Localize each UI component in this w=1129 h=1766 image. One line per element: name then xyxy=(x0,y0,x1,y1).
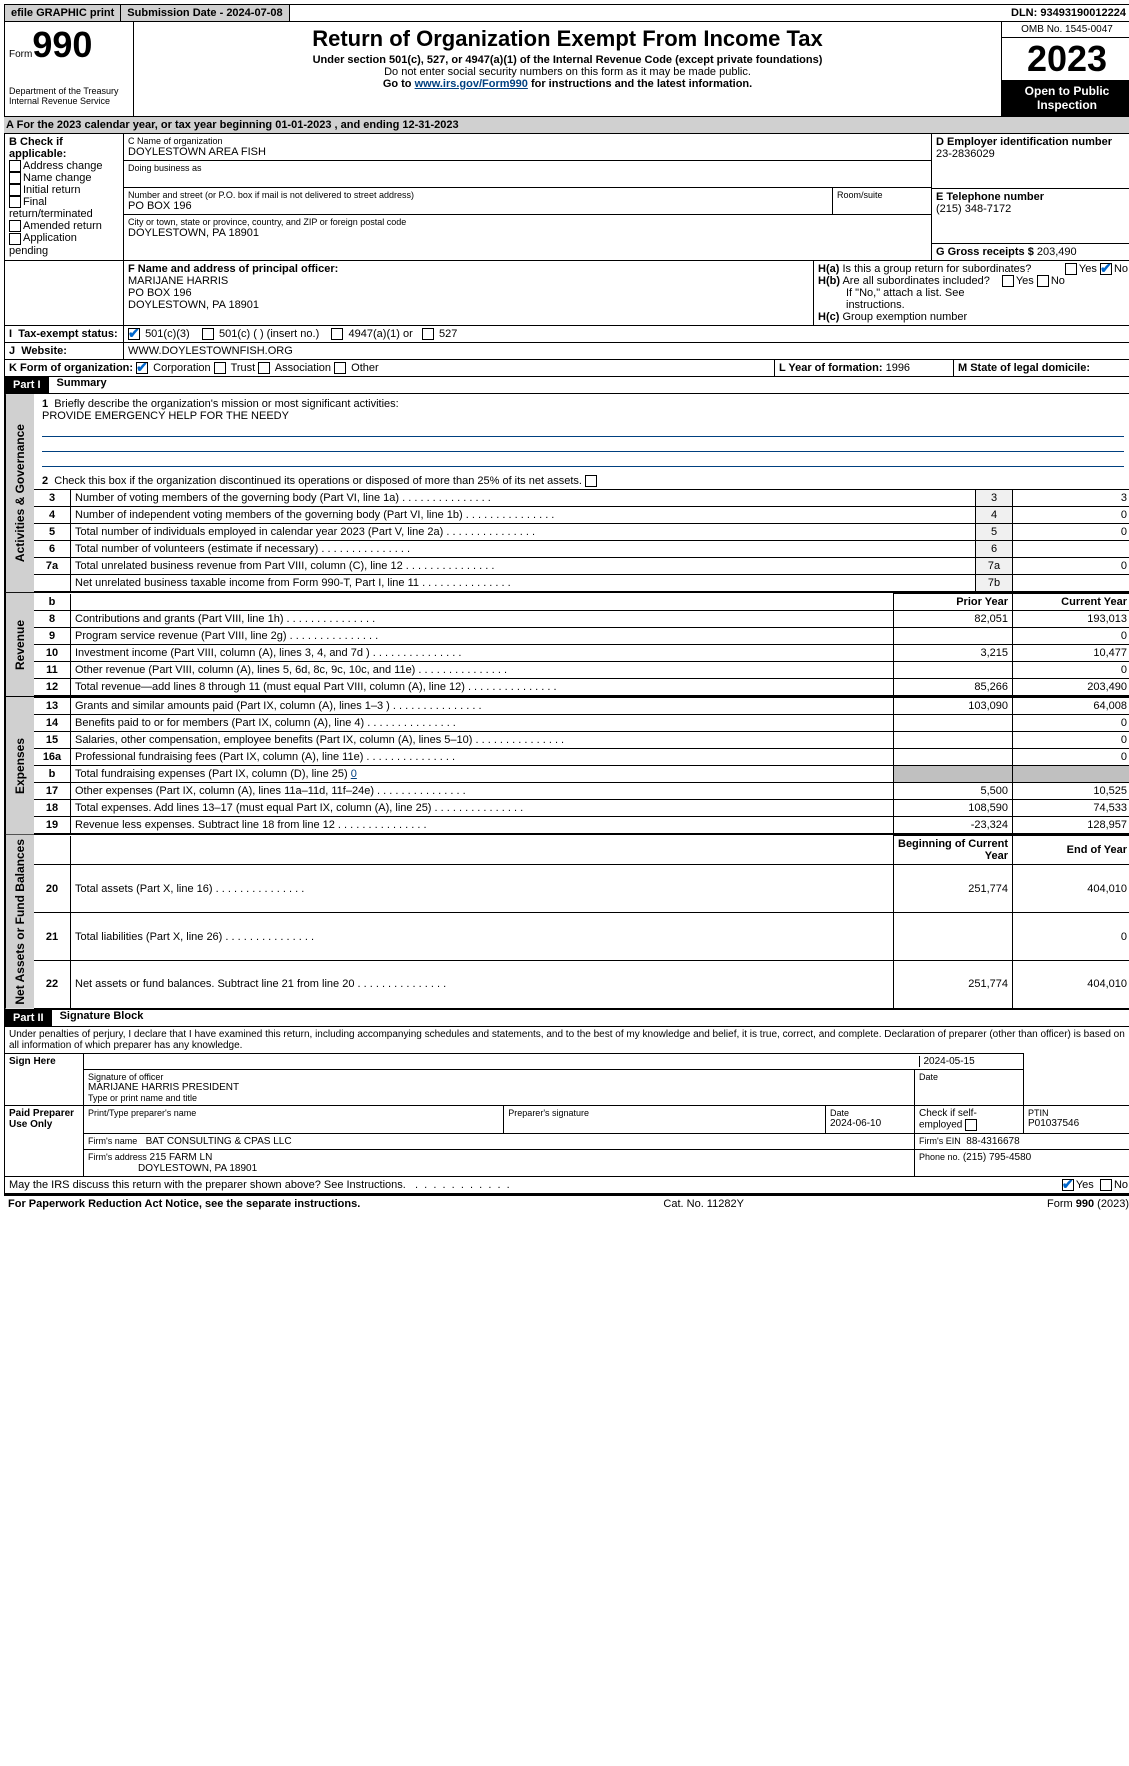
b-label: B Check if applicable: xyxy=(9,136,119,160)
firm-phone: (215) 795-4580 xyxy=(963,1152,1031,1163)
omb-number: OMB No. 1545-0047 xyxy=(1002,22,1129,38)
officer-street: PO BOX 196 xyxy=(128,287,809,299)
netassets-section: Net Assets or Fund Balances Beginning of… xyxy=(4,835,1129,1010)
discontinued-checkbox[interactable] xyxy=(585,475,597,487)
501c3-checkbox[interactable] xyxy=(128,328,140,340)
expenses-section: Expenses 13Grants and similar amounts pa… xyxy=(4,697,1129,835)
dept-label: Department of the Treasury Internal Reve… xyxy=(9,86,129,106)
irs-link[interactable]: www.irs.gov/Form990 xyxy=(415,78,528,90)
ptin: P01037546 xyxy=(1028,1118,1079,1129)
dba-label: Doing business as xyxy=(128,163,927,173)
section-a: A For the 2023 calendar year, or tax yea… xyxy=(4,117,1129,134)
officer-name: MARIJANE HARRIS xyxy=(128,275,809,287)
trust-checkbox[interactable] xyxy=(214,362,226,374)
open-public: Open to Public Inspection xyxy=(1002,80,1129,116)
section-bcdefg: B Check if applicable: Address change Na… xyxy=(4,134,1129,261)
corp-checkbox[interactable] xyxy=(136,362,148,374)
other-checkbox[interactable] xyxy=(334,362,346,374)
form-header: Form990 Department of the Treasury Inter… xyxy=(4,22,1129,117)
self-employed-checkbox[interactable] xyxy=(965,1119,977,1131)
exp-label: Expenses xyxy=(5,697,34,834)
dln: DLN: 93493190012224 xyxy=(1005,5,1129,21)
paid-preparer-label: Paid Preparer Use Only xyxy=(5,1105,84,1176)
website: WWW.DOYLESTOWNFISH.ORG xyxy=(124,343,1129,359)
officer-city: DOYLESTOWN, PA 18901 xyxy=(128,299,809,311)
form-title: Return of Organization Exempt From Incom… xyxy=(138,26,997,52)
tax-year: 2023 xyxy=(1002,38,1129,80)
assoc-checkbox[interactable] xyxy=(258,362,270,374)
discuss-yes[interactable] xyxy=(1062,1179,1074,1191)
expenses-table: 13Grants and similar amounts paid (Part … xyxy=(34,697,1129,834)
section-i: I Tax-exempt status: 501(c)(3) 501(c) ( … xyxy=(4,326,1129,343)
firm-address: 215 FARM LN xyxy=(150,1152,213,1163)
privacy-note: Do not enter social security numbers on … xyxy=(138,66,997,78)
discuss-row: May the IRS discuss this return with the… xyxy=(4,1177,1129,1194)
amended-return-checkbox[interactable] xyxy=(9,220,21,232)
firm-ein: 88-4316678 xyxy=(966,1136,1019,1147)
gov-table: 3Number of voting members of the governi… xyxy=(34,489,1129,592)
form-label: Form xyxy=(9,49,32,60)
signature-block: Sign Here 2024-05-15 Signature of office… xyxy=(4,1053,1129,1177)
city-state-zip: DOYLESTOWN, PA 18901 xyxy=(128,227,927,239)
part2-header: Part IISignature Block xyxy=(4,1010,1129,1027)
hb-no[interactable] xyxy=(1037,275,1049,287)
address-change-checkbox[interactable] xyxy=(9,160,21,172)
app-pending-checkbox[interactable] xyxy=(9,233,21,245)
hb-yes[interactable] xyxy=(1002,275,1014,287)
street-address: PO BOX 196 xyxy=(128,200,828,212)
501c-checkbox[interactable] xyxy=(202,328,214,340)
revenue-section: Revenue bPrior YearCurrent Year 8Contrib… xyxy=(4,593,1129,697)
part1-header: Part ISummary xyxy=(4,377,1129,394)
ha-no[interactable] xyxy=(1100,263,1112,275)
name-change-checkbox[interactable] xyxy=(9,172,21,184)
officer-signature: MARIJANE HARRIS PRESIDENT xyxy=(88,1082,910,1093)
c-name-label: C Name of organization xyxy=(128,136,927,146)
sign-here-label: Sign Here xyxy=(5,1053,84,1105)
discuss-no[interactable] xyxy=(1100,1179,1112,1191)
telephone: (215) 348-7172 xyxy=(936,203,1128,215)
governance-section: Activities & Governance 1 Briefly descri… xyxy=(4,394,1129,593)
firm-name: BAT CONSULTING & CPAS LLC xyxy=(146,1136,292,1147)
initial-return-checkbox[interactable] xyxy=(9,184,21,196)
topbar: efile GRAPHIC print Submission Date - 20… xyxy=(4,4,1129,22)
gross-receipts: 203,490 xyxy=(1037,246,1077,258)
section-fh: F Name and address of principal officer:… xyxy=(4,261,1129,326)
527-checkbox[interactable] xyxy=(422,328,434,340)
declaration: Under penalties of perjury, I declare th… xyxy=(4,1027,1129,1053)
4947-checkbox[interactable] xyxy=(331,328,343,340)
revenue-table: bPrior YearCurrent Year 8Contributions a… xyxy=(34,593,1129,696)
ha-yes[interactable] xyxy=(1065,263,1077,275)
section-klm: K Form of organization: Corporation Trus… xyxy=(4,360,1129,377)
netassets-table: Beginning of Current YearEnd of Year 20T… xyxy=(34,835,1129,1009)
efile-button[interactable]: efile GRAPHIC print xyxy=(5,5,121,21)
final-return-checkbox[interactable] xyxy=(9,196,21,208)
year-formation: 1996 xyxy=(886,362,910,374)
net-label: Net Assets or Fund Balances xyxy=(5,835,34,1009)
section-j: J Website: WWW.DOYLESTOWNFISH.ORG xyxy=(4,343,1129,360)
form-number: 990 xyxy=(32,24,92,65)
rev-label: Revenue xyxy=(5,593,34,696)
prep-date: 2024-06-10 xyxy=(830,1118,881,1129)
form-subtitle: Under section 501(c), 527, or 4947(a)(1)… xyxy=(138,54,997,66)
gov-label: Activities & Governance xyxy=(5,394,34,592)
org-name: DOYLESTOWN AREA FISH xyxy=(128,146,927,158)
footer: For Paperwork Reduction Act Notice, see … xyxy=(4,1194,1129,1212)
mission: PROVIDE EMERGENCY HELP FOR THE NEEDY xyxy=(42,410,289,422)
ein: 23-2836029 xyxy=(936,148,1128,160)
submission-date: Submission Date - 2024-07-08 xyxy=(121,5,289,21)
